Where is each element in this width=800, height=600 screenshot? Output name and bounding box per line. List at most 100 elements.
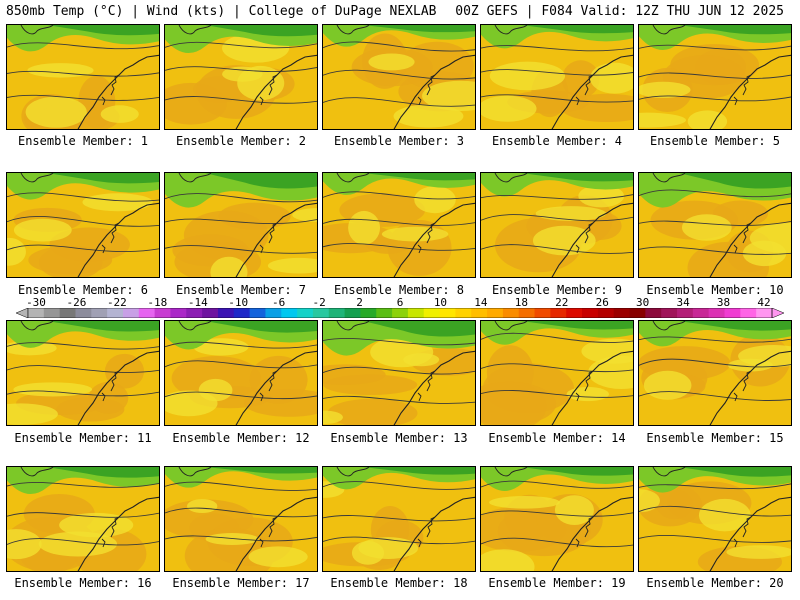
- isotherm-contour: [165, 507, 317, 518]
- temperature-field: [639, 173, 791, 277]
- lake-outline: [494, 25, 528, 35]
- ensemble-member-map: [164, 466, 318, 572]
- coastline: [393, 54, 475, 129]
- dark-green-band: [47, 467, 159, 478]
- cool-band: [588, 355, 633, 390]
- lake-outline: [178, 173, 212, 183]
- ensemble-member-map: [6, 466, 160, 572]
- cool-band: [205, 532, 259, 546]
- bay-outline: [259, 222, 278, 254]
- colorbar-high-arrow: [771, 308, 784, 318]
- temperature-field: [165, 173, 317, 277]
- colorbar-segment: [756, 308, 773, 318]
- colorbar-tick-label: -14: [187, 296, 208, 309]
- isotherm-contour: [481, 389, 633, 398]
- isotherm-contour: [323, 515, 475, 522]
- dark-green-band: [363, 25, 475, 33]
- temperature-field: [7, 173, 159, 277]
- colorbar-segment: [28, 308, 45, 318]
- colorbar-segment: [202, 308, 219, 318]
- coastline: [235, 350, 317, 425]
- isotherm-contour: [7, 512, 159, 518]
- ensemble-member-label: Ensemble Member: 14: [488, 431, 626, 445]
- cool-band: [639, 489, 660, 513]
- bay-outline: [575, 74, 594, 106]
- isotherm-contour: [7, 70, 159, 77]
- bay-outline: [101, 74, 120, 106]
- cool-band: [639, 112, 686, 128]
- colorbar-segment: [597, 308, 615, 318]
- cool-band: [590, 62, 633, 94]
- dark-green-band: [521, 467, 633, 476]
- colorbar-segment: [724, 308, 741, 318]
- coastline: [77, 54, 159, 129]
- isotherm-contour: [7, 94, 159, 101]
- ensemble-member-map: [322, 466, 476, 572]
- colorbar-segment: [297, 308, 314, 318]
- ensemble-member-map: [6, 24, 160, 130]
- lake-outline: [494, 467, 528, 477]
- bay-outline: [417, 370, 436, 402]
- lake-outline: [652, 25, 686, 35]
- temperature-field: [323, 467, 475, 571]
- colorbar-segment: [502, 308, 520, 318]
- ensemble-member-map: [638, 24, 792, 130]
- ensemble-member-map: [480, 466, 634, 572]
- ensemble-member-map: [6, 172, 160, 278]
- lake-outline: [336, 321, 370, 331]
- isotherm-contour: [323, 366, 475, 375]
- isotherm-contour: [639, 336, 791, 343]
- cool-band: [27, 63, 94, 78]
- map-title: 850mb Temp (°C) | Wind (kts) | College o…: [6, 4, 437, 19]
- ensemble-member-map: [480, 320, 634, 426]
- colorbar-tick-label: -30: [26, 296, 46, 309]
- cool-band: [481, 549, 535, 571]
- isotherm-contour: [323, 191, 475, 200]
- colorbar-segment: [170, 308, 187, 318]
- bay-outline: [417, 516, 436, 548]
- colorbar-segment: [392, 308, 409, 318]
- temperature-colorbar: -30 -26 -22 -18 -14 -10 -6 -2 2 6 10 14 18 22 26 30 34 38…: [16, 296, 784, 326]
- model-run-valid-time: 00Z GEFS | F084 Valid: 12Z THU JUN 12 20…: [455, 4, 784, 19]
- lake-outline: [20, 25, 54, 35]
- temperature-field: [323, 25, 475, 129]
- isotherm-contour: [639, 95, 791, 102]
- cool-band: [368, 53, 415, 71]
- colorbar-tick-label: 10: [433, 296, 448, 309]
- colorbar-segment: [328, 308, 346, 318]
- colorbar-segment: [613, 308, 631, 318]
- lake-outline: [178, 467, 212, 477]
- temperature-field: [7, 321, 159, 425]
- colorbar-tick-label: -26: [66, 296, 87, 309]
- lake-outline: [20, 173, 54, 183]
- colorbar-tick-label: -10: [228, 296, 249, 309]
- colorbar-segment: [265, 308, 282, 318]
- cool-band: [292, 208, 317, 222]
- colorbar-segment: [708, 308, 726, 318]
- cool-band: [198, 378, 233, 402]
- colorbar-tick-label: 30: [636, 296, 650, 309]
- lake-outline: [178, 25, 212, 35]
- ensemble-member-map: [6, 320, 160, 426]
- isotherm-contour: [481, 94, 633, 103]
- bay-outline: [575, 516, 594, 548]
- ensemble-member-label: Ensemble Member: 20: [646, 576, 784, 590]
- ensemble-member-map: [480, 24, 634, 130]
- cool-band: [210, 256, 248, 277]
- isotherm-contour: [639, 505, 791, 517]
- bay-outline: [259, 516, 278, 548]
- isotherm-contour: [639, 391, 791, 401]
- ensemble-member-label: Ensemble Member: 18: [330, 576, 468, 590]
- warm-area: [88, 381, 129, 414]
- cool-band: [481, 95, 537, 122]
- isotherm-contour: [323, 69, 475, 80]
- colorbar-segment: [471, 308, 488, 318]
- isotherm-contour: [165, 193, 317, 203]
- cool-band: [554, 495, 594, 525]
- bay-outline: [575, 222, 594, 254]
- temperature-field: [7, 467, 159, 571]
- cool-band: [414, 186, 456, 214]
- coastline: [393, 202, 475, 277]
- dark-green-band: [47, 321, 159, 332]
- colorbar-segment: [740, 308, 757, 318]
